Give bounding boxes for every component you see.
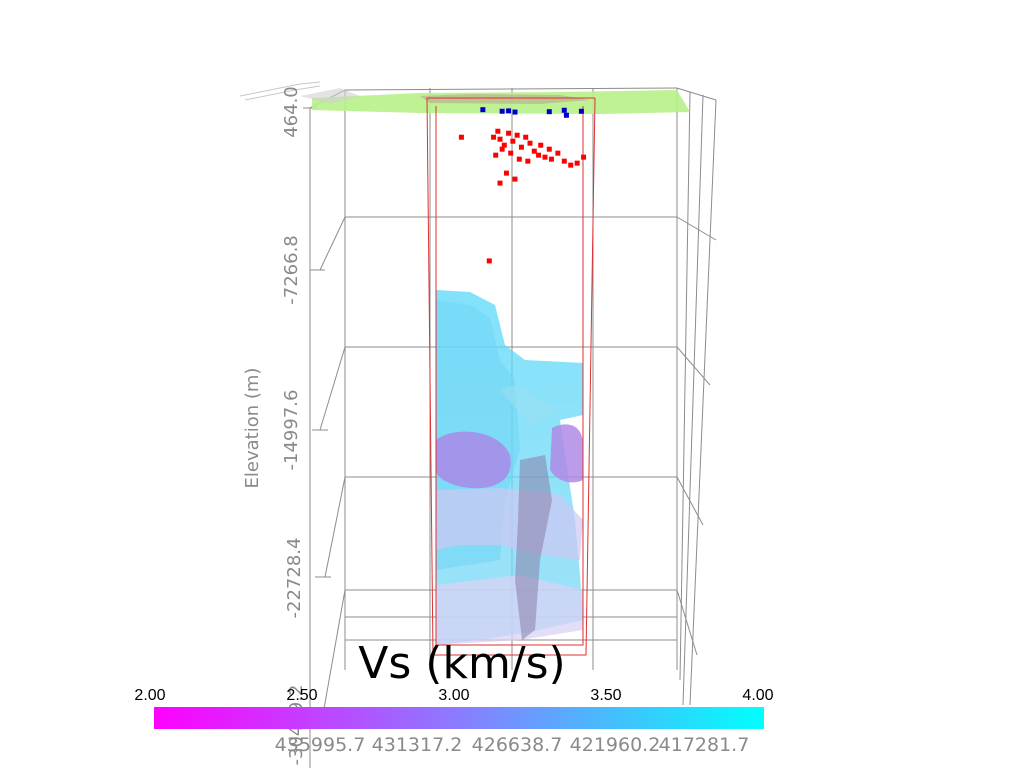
hypocenter-point [548, 156, 554, 162]
hypocenter-point [538, 142, 544, 148]
model-extent-outline [426, 97, 596, 656]
colorbar-tick: 2.00 [134, 687, 165, 704]
hypocenter-point [458, 134, 464, 140]
hypocenter-point [523, 134, 529, 140]
x-tick-label: 421960.2 [570, 734, 661, 756]
hypocenter-point [516, 156, 522, 162]
hypocenter-point [561, 158, 567, 164]
hypocenter-point [514, 132, 520, 138]
hypocenter-point [491, 134, 497, 140]
hypocenter-point [503, 170, 509, 176]
z-axis-ticks [303, 107, 331, 578]
station-point [512, 109, 518, 115]
topography-surface [239, 81, 690, 114]
hypocenter-point [574, 160, 580, 166]
z-axis-title: Elevation (m) [242, 368, 263, 489]
colorbar-gradient [154, 707, 764, 729]
hypocenter-point [486, 258, 492, 264]
hypocenter-point [493, 152, 499, 158]
station-point [499, 108, 505, 114]
colorbar-tick: 4.00 [742, 687, 773, 704]
station-point [546, 109, 552, 115]
z-axis-labels: 464.0 -7266.8 -14997.6 -22728.4 -30459.2… [242, 86, 307, 765]
hypocenter-point [497, 136, 503, 142]
z-tick-label: -14997.6 [281, 390, 302, 471]
x-tick-label: 431317.2 [372, 734, 463, 756]
colorbar-tick: 2.50 [286, 687, 317, 704]
hypocenter-point [546, 146, 552, 152]
hypocenter-point [499, 146, 505, 152]
hypocenter-point [568, 162, 574, 168]
x-tick-label: 426638.7 [472, 734, 563, 756]
station-point [480, 107, 486, 113]
hypocenter-point [501, 142, 507, 148]
earthquake-hypocenters [458, 128, 587, 264]
colorbar-title: Vs (km/s) [358, 638, 565, 689]
velocity-isosurfaces [436, 290, 583, 645]
x-tick-label: 417281.7 [659, 734, 750, 756]
hypocenter-point [542, 154, 548, 160]
hypocenter-point [508, 150, 514, 156]
station-point [563, 112, 569, 118]
hypocenter-point [506, 130, 512, 136]
z-tick-label: -22728.4 [284, 538, 305, 619]
station-point [561, 107, 567, 113]
hypocenter-point [531, 148, 537, 154]
station-point [506, 108, 512, 114]
hypocenter-point [555, 150, 561, 156]
seismic-stations [480, 107, 584, 118]
z-tick-label: -7266.8 [281, 235, 302, 304]
hypocenter-point [581, 154, 587, 160]
hypocenter-point [510, 138, 516, 144]
x-tick-label: 435995.7 [275, 734, 366, 756]
x-axis-labels: 435995.7 431317.2 426638.7 421960.2 4172… [275, 734, 750, 756]
hypocenter-point [497, 180, 503, 186]
hypocenter-point [518, 144, 524, 150]
station-point [578, 108, 584, 114]
colorbar-tick: 3.00 [438, 687, 469, 704]
colorbar: Vs (km/s) 2.00 2.50 3.00 3.50 4.00 [134, 638, 774, 729]
hypocenter-point [495, 128, 501, 134]
hypocenter-point [525, 158, 531, 164]
hypocenter-point [527, 140, 533, 146]
hypocenter-point [512, 176, 518, 182]
colorbar-tick: 3.50 [590, 687, 621, 704]
hypocenter-point [536, 152, 542, 158]
z-tick-label: 464.0 [281, 86, 302, 138]
